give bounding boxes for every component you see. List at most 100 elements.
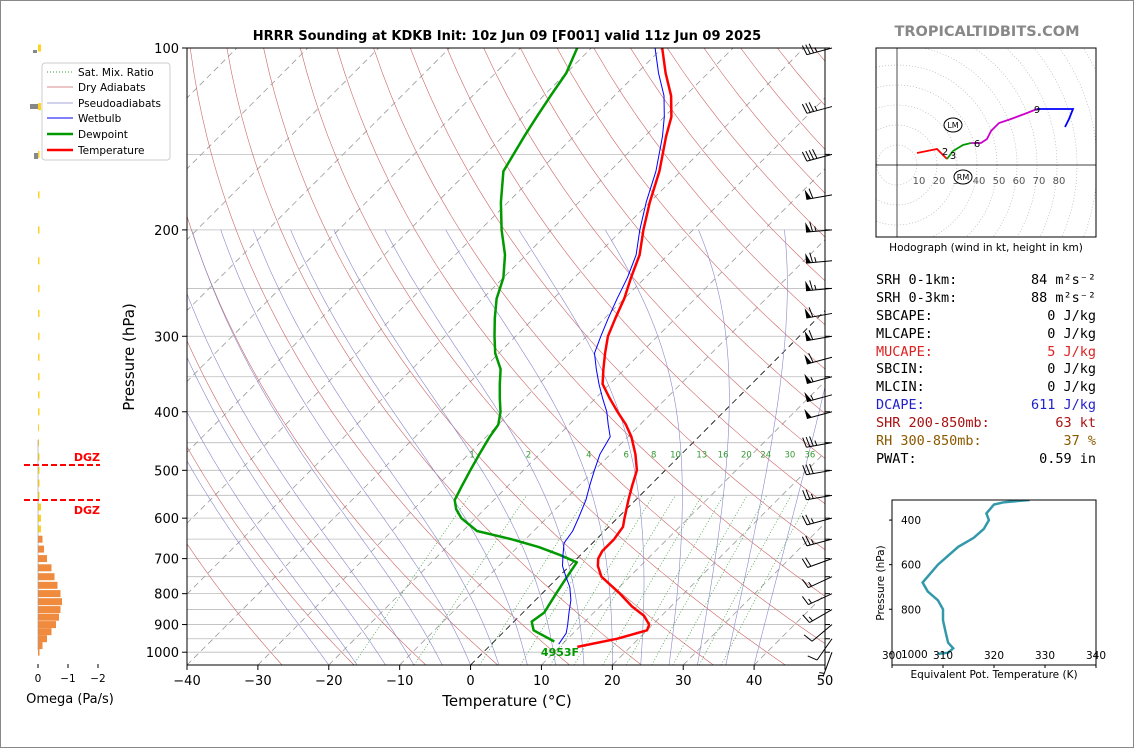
dry-adiabat: [187, 215, 498, 665]
x-tick-label: 30: [675, 674, 692, 689]
moist-adiabat: [290, 229, 528, 665]
x-tick-label: 0: [466, 674, 474, 689]
dgz-label: DGZ: [74, 451, 100, 464]
omega-bar: [38, 44, 41, 52]
dry-adiabat: [226, 48, 642, 665]
stat-row: RH 300-850mb: 37 %: [876, 433, 1106, 451]
dry-adiabat: [373, 48, 825, 597]
omega-bar: [38, 635, 47, 643]
omega-bar: [38, 408, 40, 416]
stat-row: MUCAPE: 5 J/kg: [876, 344, 1106, 362]
stat-row: DCAPE: 611 J/kg: [876, 397, 1106, 415]
isotherm-line: [328, 168, 825, 665]
omega-bar: [38, 573, 55, 581]
moist-adiabat: [725, 229, 788, 665]
mixing-ratio-label: 30: [784, 451, 795, 461]
wind-barb: [805, 280, 833, 292]
stat-row: SBCAPE: 0 J/kg: [876, 308, 1106, 326]
stat-label: MUCAPE:: [876, 343, 933, 360]
hodograph-height-label: 9: [1034, 105, 1040, 116]
omega-bar: [38, 150, 40, 158]
omega-bar: [38, 503, 41, 511]
mixing-ratio-line: [479, 495, 589, 665]
wind-barb: [801, 149, 833, 162]
wind-barb: [804, 373, 833, 384]
dry-adiabat: [483, 48, 825, 459]
omega-bar: [38, 545, 44, 553]
skewt-profiles: 4953F: [453, 48, 673, 659]
moist-adiabat: [384, 229, 585, 665]
omega-bar: [38, 226, 40, 234]
wind-barb: [801, 576, 833, 589]
mixing-ratio-line: [413, 495, 528, 665]
wind-barb: [804, 391, 833, 403]
hodograph-ring-label: 80: [1053, 176, 1066, 187]
omega-bar: [38, 479, 40, 487]
omega-bar: [38, 648, 40, 656]
hodograph-height-label: 3: [950, 151, 956, 162]
stat-label: DCAPE:: [876, 397, 925, 414]
thetae-y-tick-label: 800: [901, 604, 921, 616]
dry-adiabat: [336, 48, 825, 644]
skewt-ylabel: Pressure (hPa): [120, 303, 138, 411]
stat-label: SBCIN:: [876, 361, 925, 378]
stat-label: SRH 0-1km:: [876, 272, 958, 288]
mixing-ratio-label: 1: [469, 451, 474, 461]
stat-row: SHR 200-850mb: 63 kt: [876, 415, 1106, 433]
mixing-ratio-line: [698, 495, 792, 665]
omega-bar: [38, 642, 43, 650]
mixing-ratio-label: 20: [741, 451, 752, 461]
skewt-axes-frame: [186, 47, 826, 666]
stat-value: 0 J/kg: [1047, 379, 1096, 396]
omega-bar: [38, 628, 52, 636]
stat-label: RH 300-850mb:: [876, 433, 982, 450]
x-tick-label: 20: [604, 674, 621, 689]
mixing-ratio-label: 4: [586, 451, 591, 461]
wind-barb: [802, 436, 833, 448]
hodograph-segment: [971, 108, 1038, 144]
legend: Sat. Mix. Ratio Dry Adiabats Pseudoadiab…: [41, 62, 171, 161]
omega-bar: [38, 613, 59, 621]
wind-barb: [807, 638, 833, 661]
omega-bar: [38, 590, 61, 598]
thetae-x-tick-label: 300: [882, 650, 902, 662]
stat-label: PWAT:: [876, 450, 917, 467]
mixing-ratio-line: [549, 495, 654, 665]
x-tick-label: −40: [173, 674, 200, 689]
legend-label-dry: Dry Adiabats: [78, 82, 146, 94]
x-tick-label: 40: [746, 674, 763, 689]
legend-label-temperature: Temperature: [77, 145, 145, 157]
omega-bar: [38, 453, 40, 461]
hodograph-ring-label: 60: [1013, 176, 1026, 187]
y-tick-label: 700: [154, 553, 179, 568]
hodograph-height-label: 6: [974, 139, 980, 150]
thetae-line: [921, 500, 1030, 656]
wind-barb: [804, 188, 833, 200]
skewt-xlabel: Temperature (°C): [441, 692, 571, 710]
omega-bar: [30, 104, 38, 109]
dry-adiabat: [189, 48, 570, 665]
dry-adiabat: [187, 543, 283, 665]
moist-adiabat: [445, 229, 613, 665]
moist-adiabat: [333, 229, 556, 665]
mixing-ratio-line: [353, 495, 471, 665]
stat-row: SBCIN: 0 J/kg: [876, 361, 1106, 379]
mixing-ratio-label: 36: [804, 451, 815, 461]
omega-bar: [33, 50, 37, 53]
mixing-ratio-label: 2: [526, 451, 531, 461]
omega-bar: [38, 373, 40, 381]
stat-row: SRH 0-3km: 88 m²s⁻²: [876, 290, 1106, 308]
y-tick-label: 500: [154, 464, 179, 479]
thetae-xlabel: Equivalent Pot. Temperature (K): [910, 669, 1077, 681]
y-tick-label: 400: [154, 406, 179, 421]
profile-dewpoint: [453, 48, 579, 643]
omega-bar: [38, 332, 40, 340]
omega-bar: [38, 191, 40, 199]
omega-bar: [38, 621, 56, 629]
hodograph-caption: Hodograph (wind in kt, height in km): [889, 242, 1083, 254]
omega-bar: [38, 309, 40, 317]
moist-adiabat: [753, 385, 825, 665]
stat-value: 0.59 in: [1039, 450, 1096, 467]
moist-adiabat: [604, 229, 683, 665]
